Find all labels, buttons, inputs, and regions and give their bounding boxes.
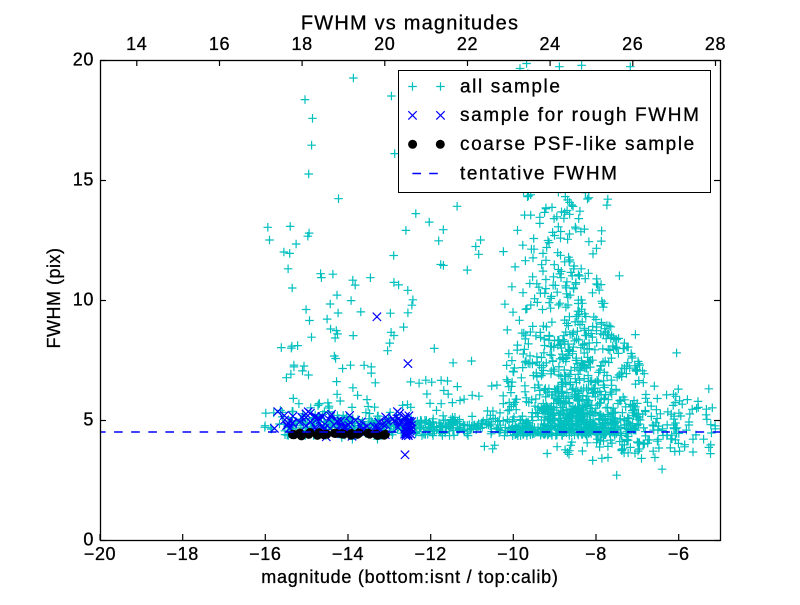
svg-text:−18: −18 (167, 544, 199, 564)
svg-text:−16: −16 (249, 544, 281, 564)
svg-text:coarse PSF-like sample: coarse PSF-like sample (460, 134, 696, 155)
svg-text:FWHM (pix): FWHM (pix) (44, 248, 64, 349)
svg-text:10: 10 (73, 290, 94, 310)
svg-text:18: 18 (291, 34, 312, 54)
svg-text:14: 14 (126, 34, 147, 54)
svg-text:24: 24 (539, 34, 560, 54)
svg-text:22: 22 (457, 34, 478, 54)
svg-text:magnitude (bottom:isnt / top:c: magnitude (bottom:isnt / top:calib) (261, 567, 558, 587)
svg-text:sample for rough FWHM: sample for rough FWHM (460, 105, 701, 126)
svg-text:FWHM vs magnitudes: FWHM vs magnitudes (301, 13, 519, 35)
svg-text:15: 15 (73, 170, 94, 190)
svg-text:−8: −8 (585, 544, 607, 564)
svg-text:5: 5 (83, 410, 94, 430)
svg-text:28: 28 (705, 34, 726, 54)
svg-text:−20: −20 (84, 544, 116, 564)
svg-text:−12: −12 (415, 544, 447, 564)
svg-text:−6: −6 (668, 544, 690, 564)
svg-text:26: 26 (622, 34, 643, 54)
svg-text:−10: −10 (497, 544, 529, 564)
svg-text:20: 20 (73, 50, 94, 70)
svg-text:16: 16 (209, 34, 230, 54)
svg-text:20: 20 (374, 34, 395, 54)
svg-text:0: 0 (83, 530, 94, 550)
svg-text:all sample: all sample (460, 76, 562, 97)
svg-text:tentative FWHM: tentative FWHM (460, 163, 619, 184)
svg-text:−14: −14 (332, 544, 364, 564)
